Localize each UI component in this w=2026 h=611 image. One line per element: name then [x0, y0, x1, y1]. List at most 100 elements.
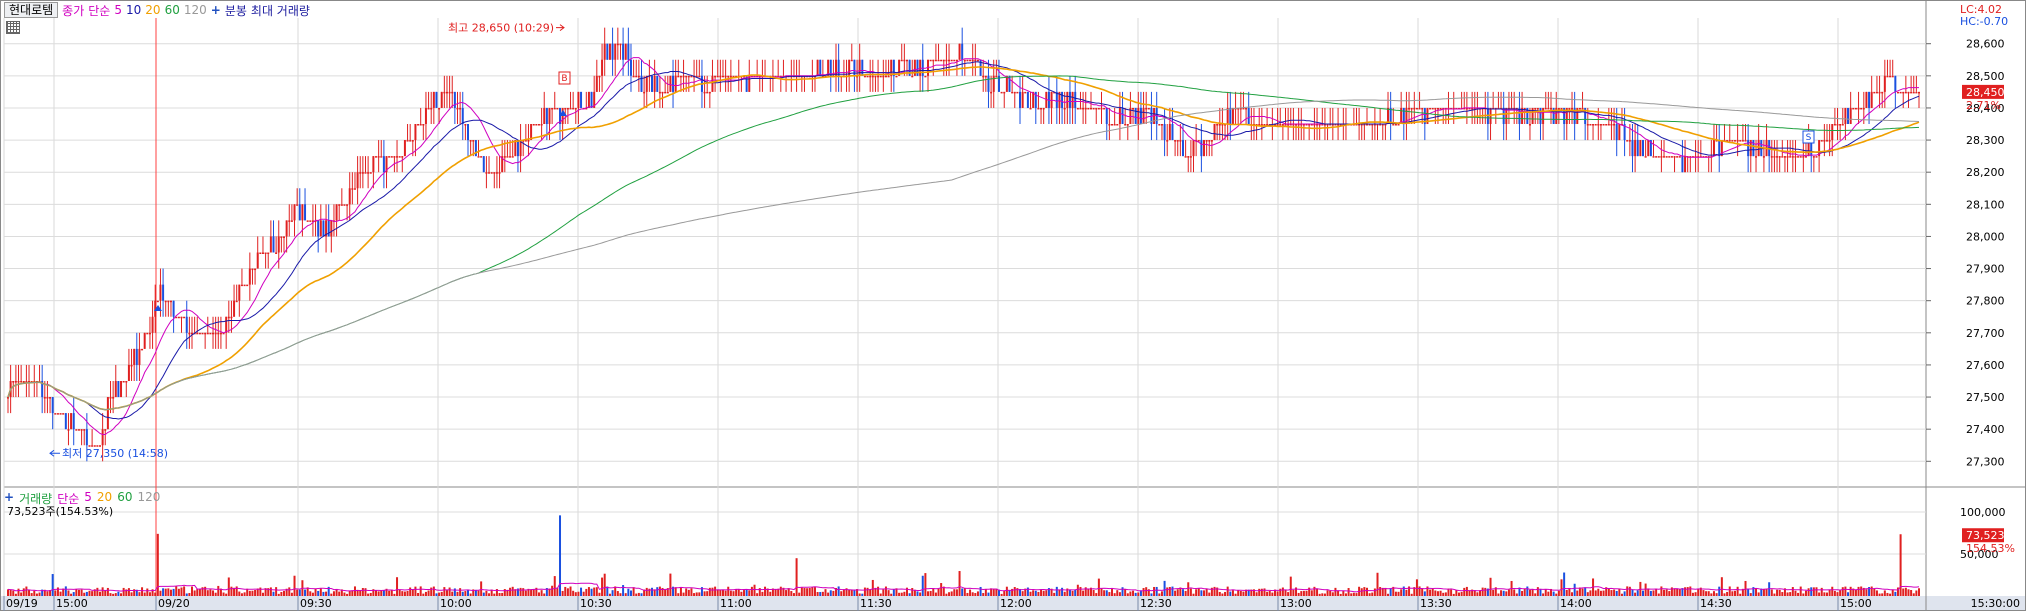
volume-bar [1368, 593, 1371, 596]
volume-bar [285, 588, 288, 596]
ma-period-120: 120 [183, 3, 207, 17]
candle-body [364, 172, 367, 174]
volume-bar [1479, 590, 1482, 596]
candle-body [929, 59, 932, 62]
time-tick-label: 10:30 [580, 597, 612, 610]
volume-bar [756, 593, 759, 596]
candle-body [1397, 124, 1400, 126]
candle-body [1379, 124, 1382, 126]
volume-bar [1620, 593, 1623, 596]
candle-body [1163, 124, 1166, 141]
volume-bar [1284, 589, 1287, 596]
candle-body [1292, 124, 1295, 126]
volume-bar [1820, 587, 1823, 596]
volume-bar [1047, 588, 1050, 596]
volume-bar [1791, 587, 1794, 596]
volume-bar [180, 587, 183, 596]
volume-bar [635, 593, 638, 596]
volume-bar [212, 590, 215, 596]
volume-bar [629, 590, 632, 596]
volume-bar [406, 590, 409, 596]
volume-bar [1668, 591, 1671, 596]
volume-bar [1676, 588, 1679, 596]
candle-body [1665, 156, 1668, 158]
volume-bar [1271, 592, 1274, 596]
max-volume-label: 최대 거래량 [250, 3, 310, 18]
volume-bar [774, 589, 777, 596]
volume-bar [700, 587, 703, 596]
volume-bar [850, 589, 853, 596]
candle-body [1226, 107, 1229, 125]
volume-bar [811, 586, 814, 596]
candle-body [664, 91, 667, 94]
volume-bar [330, 593, 333, 596]
candle-body [724, 75, 727, 78]
volume-bar [664, 589, 667, 596]
volume-bar [1641, 590, 1644, 596]
candle-body [1592, 124, 1595, 126]
volume-bar [974, 593, 977, 596]
candle-body [1641, 140, 1644, 157]
volume-bar [70, 593, 73, 596]
candle-body [175, 316, 178, 319]
volume-bar [233, 587, 236, 596]
candle-body [1273, 124, 1276, 126]
volume-bar [677, 593, 680, 596]
volume-bar [1586, 592, 1589, 596]
candle-body [1132, 107, 1135, 110]
volume-bar [20, 592, 23, 596]
volume-bar [750, 586, 753, 596]
candle-body [1260, 124, 1263, 126]
candle-body [1605, 124, 1608, 126]
candle-body [1429, 107, 1432, 110]
volume-bar [530, 589, 533, 596]
volume-bar [1084, 587, 1087, 596]
volume-bar [506, 589, 509, 596]
volume-bar [1844, 586, 1847, 596]
volume-bar [1836, 592, 1839, 596]
volume-ma-5: 5 [84, 490, 92, 504]
volume-bar [1673, 588, 1676, 596]
volume-bar [188, 593, 191, 596]
candle-body [984, 75, 987, 78]
volume-bar [1841, 587, 1844, 596]
volume-bar [304, 589, 307, 596]
volume-bar [1515, 593, 1518, 596]
candle-body [346, 204, 349, 206]
candle-body [1610, 124, 1613, 126]
plus-icon[interactable]: + [4, 490, 15, 504]
grid-icon[interactable] [6, 21, 20, 34]
price-tick-label: 27,900 [1966, 263, 2005, 276]
volume-bar [332, 591, 335, 596]
buy-marker-box [558, 71, 571, 85]
stock-name-button[interactable]: 현대로템 [4, 2, 59, 18]
candle-body [1005, 75, 1008, 92]
volume-bar [122, 587, 125, 596]
volume-bar [272, 591, 275, 596]
volume-bar [1103, 590, 1106, 596]
candle-body [1287, 124, 1290, 126]
volume-bar [1831, 586, 1834, 596]
candle-body [1549, 107, 1552, 110]
candle-body [482, 156, 485, 173]
volume-bar [879, 593, 882, 596]
volume-bar [522, 588, 525, 596]
candle-body [1870, 91, 1873, 108]
volume-bar [1573, 583, 1576, 596]
volume-bar [209, 589, 212, 596]
volume-bar [1126, 593, 1129, 596]
volume-bar [1715, 593, 1718, 596]
candle-body [990, 91, 993, 94]
volume-bar [1134, 592, 1137, 596]
volume-bar [950, 591, 953, 596]
volume-bar [25, 586, 28, 596]
plus-icon[interactable]: + [210, 3, 221, 17]
volume-bar [141, 587, 144, 596]
volume-bar [1765, 589, 1768, 596]
candle-body [1820, 140, 1823, 142]
volume-bar [1492, 589, 1495, 596]
volume-bar [608, 593, 611, 596]
volume-bar [411, 589, 414, 596]
candle-body [716, 75, 719, 78]
